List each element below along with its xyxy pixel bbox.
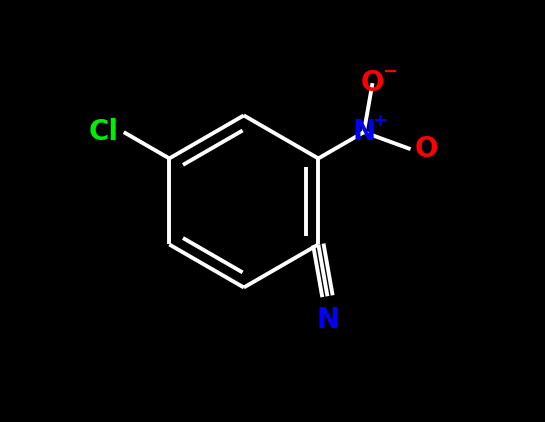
Text: O: O — [361, 69, 384, 97]
Text: Cl: Cl — [89, 118, 119, 146]
Text: −: − — [382, 63, 397, 81]
Text: +: + — [373, 112, 387, 130]
Text: O: O — [414, 135, 438, 163]
Text: N: N — [317, 306, 340, 334]
Text: N: N — [352, 118, 376, 146]
